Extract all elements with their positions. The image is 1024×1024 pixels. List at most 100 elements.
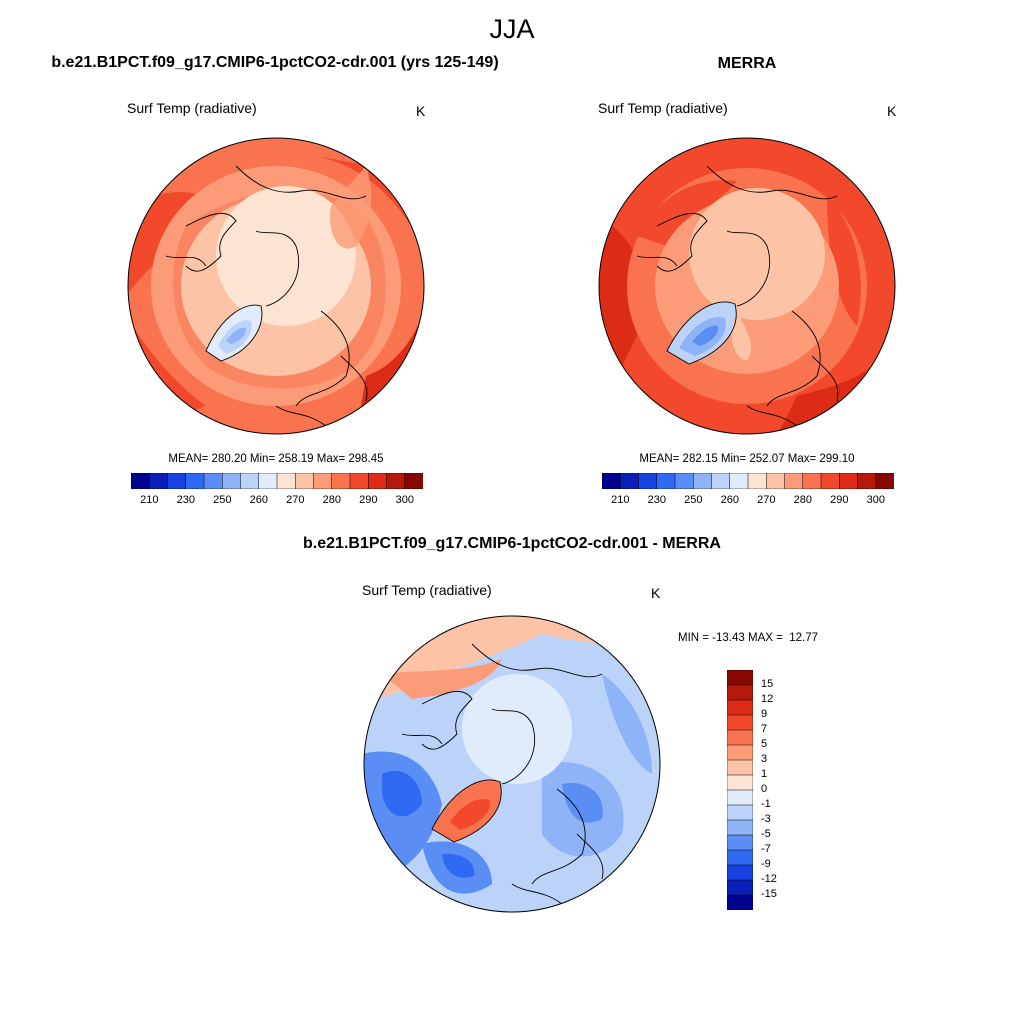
colorbar-swatch <box>258 473 278 489</box>
colorbar-swatch <box>727 879 753 896</box>
panel1-stats: MEAN= 280.20 Min= 258.19 Max= 298.45 <box>168 453 384 465</box>
colorbar-swatch <box>727 729 753 746</box>
colorbar-swatch <box>729 473 749 489</box>
colorbar-swatch <box>727 834 753 851</box>
colorbar-swatch <box>784 473 804 489</box>
colorbar-tick-label: 290 <box>359 494 378 506</box>
colorbar-tick-label: 250 <box>213 494 232 506</box>
panel1-coastlines <box>165 165 368 427</box>
colorbar-swatch <box>222 473 242 489</box>
colorbar-swatch <box>875 473 894 489</box>
colorbar-swatch <box>727 894 753 910</box>
colorbar-swatch <box>404 473 423 489</box>
colorbar-tick-label: 270 <box>757 494 776 506</box>
colorbar-swatch <box>711 473 731 489</box>
colorbar-swatch <box>857 473 877 489</box>
colorbar-swatch <box>313 473 333 489</box>
colorbar-swatch <box>727 774 753 791</box>
colorbar-tick-label: 300 <box>395 494 414 506</box>
colorbar-swatch <box>727 849 753 866</box>
colorbar-swatch <box>766 473 786 489</box>
colorbar-tick-label: 270 <box>286 494 305 506</box>
colorbar-tick-label: -3 <box>761 813 771 825</box>
panel3-units-label: K <box>651 585 661 601</box>
colorbar-swatch <box>149 473 169 489</box>
colorbar-swatch <box>727 789 753 806</box>
colorbar-swatch <box>638 473 658 489</box>
colorbar-tick-label: 280 <box>322 494 341 506</box>
colorbar-swatch <box>185 473 205 489</box>
panel2-colorbar <box>602 473 894 489</box>
panel2-title: MERRA <box>717 55 777 72</box>
colorbar-swatch <box>386 473 406 489</box>
panel1-polar-map <box>127 137 425 435</box>
panel3-colorbar-ticks: 15 12 9 7 5 3 1 0 -1 -3 -5 -7 -9 -12 -15 <box>761 670 801 910</box>
colorbar-swatch <box>349 473 369 489</box>
colorbar-swatch <box>727 714 753 731</box>
panel1-variable-label: Surf Temp (radiative) <box>127 100 257 116</box>
colorbar-tick-label: 15 <box>761 678 774 690</box>
colorbar-tick-label: -15 <box>761 888 777 900</box>
colorbar-tick-label: 230 <box>647 494 666 506</box>
colorbar-swatch <box>727 819 753 836</box>
colorbar-tick-label: 260 <box>720 494 739 506</box>
colorbar-swatch <box>620 473 640 489</box>
colorbar-swatch <box>602 473 621 489</box>
colorbar-tick-label: 1 <box>761 768 768 780</box>
panel3-stats: MIN = -13.43 MAX = 12.77 <box>678 632 818 644</box>
colorbar-swatch <box>727 670 753 686</box>
panel3-polar-map <box>363 615 661 913</box>
panel1-units-label: K <box>416 103 426 119</box>
colorbar-swatch <box>693 473 713 489</box>
colorbar-swatch <box>240 473 260 489</box>
panel2-stats: MEAN= 282.15 Min= 252.07 Max= 299.10 <box>639 453 855 465</box>
panel3-coastlines <box>401 643 604 905</box>
colorbar-tick-label: 280 <box>793 494 812 506</box>
colorbar-tick-label: 230 <box>176 494 195 506</box>
panel1-colorbar <box>131 473 423 489</box>
colorbar-tick-label: 0 <box>761 783 768 795</box>
colorbar-tick-label: -9 <box>761 858 771 870</box>
panel1-colorbar-ticks: 210 230 250 260 270 280 290 300 <box>131 494 423 510</box>
colorbar-tick-label: -12 <box>761 873 777 885</box>
colorbar-tick-label: 9 <box>761 708 768 720</box>
colorbar-swatch <box>839 473 859 489</box>
panel2-coastlines <box>636 165 839 427</box>
colorbar-tick-label: 290 <box>830 494 849 506</box>
colorbar-swatch <box>276 473 296 489</box>
colorbar-tick-label: -1 <box>761 798 771 810</box>
colorbar-swatch <box>747 473 767 489</box>
colorbar-swatch <box>167 473 187 489</box>
colorbar-swatch <box>727 744 753 761</box>
colorbar-swatch <box>131 473 150 489</box>
panel3-colorbar <box>727 670 753 910</box>
figure-title: JJA <box>489 14 535 44</box>
panel3-variable-label: Surf Temp (radiative) <box>362 582 492 598</box>
panel2-polar-map <box>598 137 896 435</box>
colorbar-swatch <box>727 864 753 881</box>
panel2-units-label: K <box>887 103 897 119</box>
colorbar-swatch <box>727 804 753 821</box>
colorbar-swatch <box>727 684 753 701</box>
colorbar-tick-label: 7 <box>761 723 768 735</box>
colorbar-tick-label: 300 <box>866 494 885 506</box>
colorbar-tick-label: 12 <box>761 693 774 705</box>
panel1-title: b.e21.B1PCT.f09_g17.CMIP6-1pctCO2-cdr.00… <box>51 54 499 71</box>
colorbar-swatch <box>727 699 753 716</box>
colorbar-tick-label: 5 <box>761 738 768 750</box>
colorbar-tick-label: 260 <box>249 494 268 506</box>
panel3-title: b.e21.B1PCT.f09_g17.CMIP6-1pctCO2-cdr.00… <box>303 535 721 552</box>
colorbar-swatch <box>802 473 822 489</box>
colorbar-swatch <box>368 473 388 489</box>
colorbar-tick-label: -5 <box>761 828 771 840</box>
colorbar-swatch <box>727 759 753 776</box>
colorbar-swatch <box>295 473 315 489</box>
panel2-colorbar-ticks: 210 230 250 260 270 280 290 300 <box>602 494 894 510</box>
colorbar-tick-label: 3 <box>761 753 768 765</box>
colorbar-swatch <box>656 473 676 489</box>
colorbar-tick-label: 210 <box>140 494 159 506</box>
colorbar-swatch <box>203 473 223 489</box>
colorbar-tick-label: 250 <box>684 494 703 506</box>
colorbar-swatch <box>331 473 351 489</box>
colorbar-swatch <box>820 473 840 489</box>
